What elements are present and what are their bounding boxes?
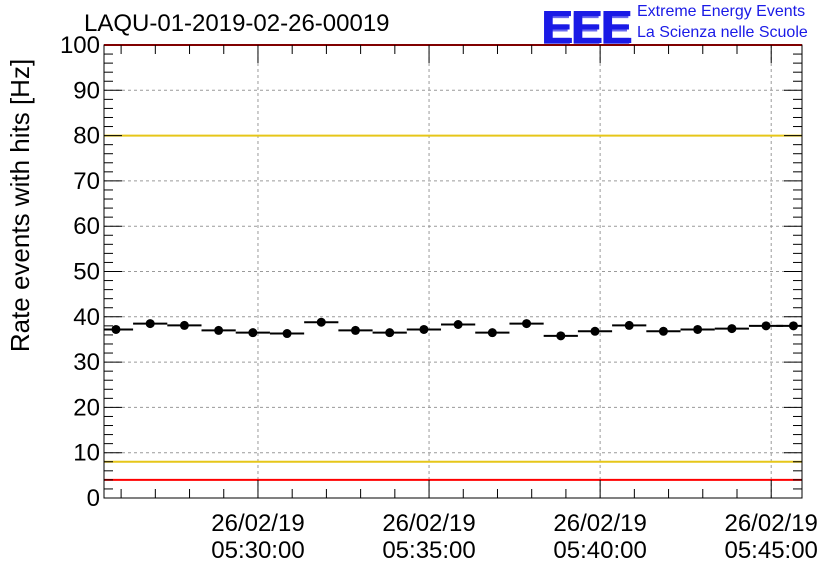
- data-point: [282, 329, 292, 339]
- data-point: [179, 320, 189, 330]
- data-point: [693, 324, 703, 334]
- y-tick-label: 80: [73, 123, 100, 150]
- x-tick-label-date: 26/02/19: [724, 510, 817, 537]
- data-point: [316, 317, 326, 327]
- data-point: [556, 331, 566, 341]
- x-tick-label-time: 05:35:00: [382, 537, 475, 564]
- y-tick-label: 100: [60, 32, 100, 59]
- data-point: [111, 324, 121, 334]
- logo-caption-line1: Extreme Energy Events: [637, 3, 806, 20]
- y-tick-label: 40: [73, 304, 100, 331]
- label-layer: 010203040506070809010026/02/1905:30:0026…: [5, 32, 818, 564]
- x-tick-label-time: 05:30:00: [211, 537, 304, 564]
- y-tick-label: 10: [73, 440, 100, 467]
- data-point: [788, 321, 798, 331]
- data-point: [145, 319, 155, 329]
- y-tick-label: 70: [73, 168, 100, 195]
- chart-title: LAQU-01-2019-02-26-00019: [84, 10, 390, 37]
- data-point: [453, 320, 463, 330]
- data-point: [658, 326, 668, 336]
- y-tick-label: 30: [73, 349, 100, 376]
- data-point: [419, 324, 429, 334]
- y-tick-label: 20: [73, 394, 100, 421]
- x-tick-label-time: 05:40:00: [553, 537, 646, 564]
- data-point: [727, 324, 737, 334]
- x-tick-label-date: 26/02/19: [553, 510, 646, 537]
- grid-layer: [104, 45, 802, 498]
- y-axis-label: Rate events with hits [Hz]: [5, 59, 35, 352]
- y-tick-label: 60: [73, 213, 100, 240]
- data-layer: [104, 317, 802, 341]
- data-point: [624, 320, 634, 330]
- data-point: [248, 328, 258, 338]
- axis-layer: [103, 44, 803, 499]
- y-tick-label: 90: [73, 77, 100, 104]
- data-point: [487, 328, 497, 338]
- x-tick-label-date: 26/02/19: [211, 510, 304, 537]
- threshold-layer: [104, 44, 802, 481]
- data-point: [385, 328, 395, 338]
- data-point: [761, 321, 771, 331]
- data-point: [214, 325, 224, 335]
- x-tick-label-time: 05:45:00: [724, 537, 817, 564]
- data-point: [590, 326, 600, 336]
- y-tick-label: 0: [87, 485, 100, 512]
- data-point: [522, 319, 532, 329]
- x-tick-label-date: 26/02/19: [382, 510, 475, 537]
- y-tick-label: 50: [73, 259, 100, 286]
- data-point: [350, 325, 360, 335]
- logo-caption-line2: La Scienza nelle Scuole: [637, 24, 808, 41]
